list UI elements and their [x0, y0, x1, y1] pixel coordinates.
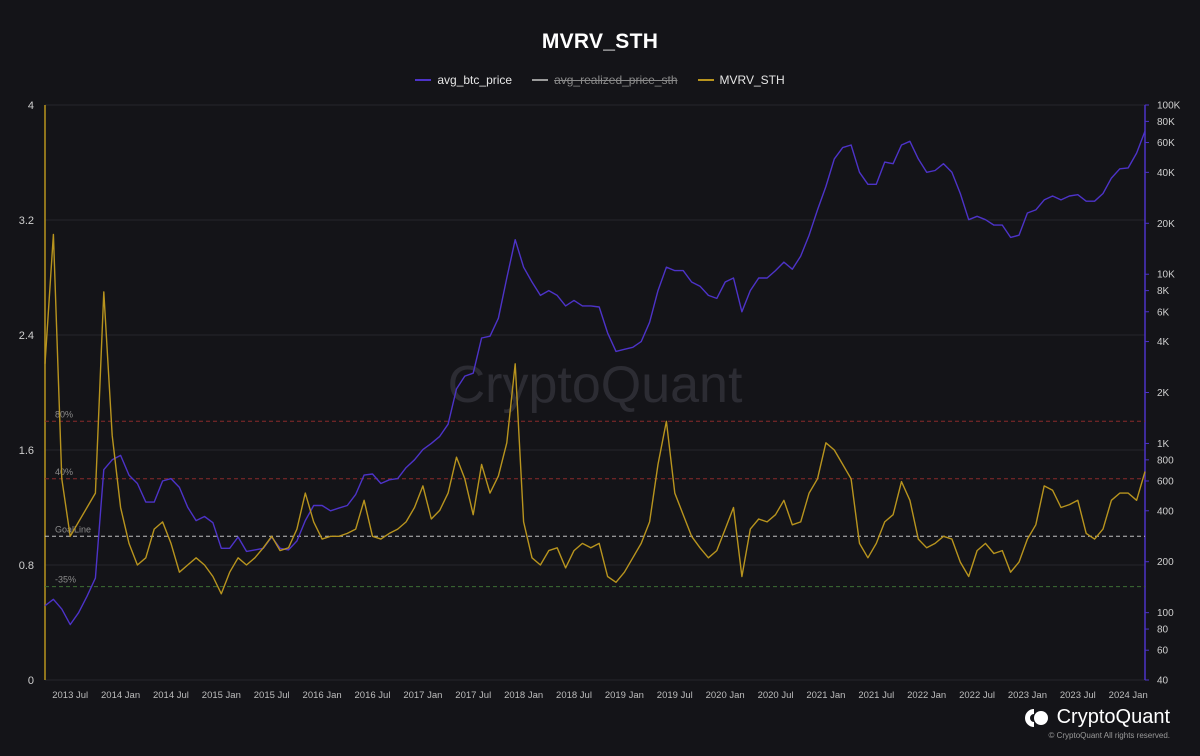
y-right-tick-label: 8K: [1157, 286, 1170, 297]
y-left-tick-label: 0.8: [19, 560, 34, 572]
x-tick-label: 2022 Jul: [959, 690, 995, 701]
brand-logo: CryptoQuant: [1024, 706, 1170, 729]
x-tick-label: 2022 Jan: [907, 690, 946, 701]
y-right-tick-label: 200: [1157, 557, 1174, 568]
chart-title: MVRV_STH: [541, 30, 659, 53]
legend-label: avg_btc_price: [437, 73, 513, 87]
y-right-tick-label: 100K: [1157, 101, 1181, 112]
legend-label: MVRV_STH: [719, 73, 785, 87]
x-tick-label: 2016 Jul: [355, 690, 391, 701]
chart-legend: avg_btc_price avg_realized_price_sth MVR…: [0, 73, 1200, 87]
x-tick-label: 2015 Jul: [254, 690, 290, 701]
x-tick-label: 2023 Jan: [1008, 690, 1047, 701]
y-right-tick-label: 80: [1157, 625, 1169, 636]
y-right-tick-label: 20K: [1157, 219, 1175, 230]
reference-line-label: 80%: [55, 409, 73, 419]
y-left-tick-label: 1.6: [19, 445, 34, 457]
x-tick-label: 2017 Jan: [403, 690, 442, 701]
x-tick-label: 2014 Jan: [101, 690, 140, 701]
legend-item-avg-realized-price-sth[interactable]: avg_realized_price_sth: [532, 73, 678, 87]
x-tick-label: 2013 Jul: [52, 690, 88, 701]
y-right-tick-label: 600: [1157, 476, 1174, 487]
y-right-tick-label: 6K: [1157, 307, 1170, 318]
y-right-tick-label: 800: [1157, 455, 1174, 466]
x-tick-label: 2020 Jan: [706, 690, 745, 701]
y-right-tick-label: 10K: [1157, 270, 1175, 281]
y-right-tick-label: 80K: [1157, 117, 1175, 128]
y-right-tick-label: 400: [1157, 506, 1174, 517]
x-tick-label: 2018 Jan: [504, 690, 543, 701]
legend-swatch-mvrv-sth: [697, 79, 714, 81]
reference-line-label: -35%: [55, 575, 76, 585]
x-tick-label: 2014 Jul: [153, 690, 189, 701]
series-line-mvrv-sth: [44, 233, 1146, 595]
y-right-tick-label: 40: [1157, 676, 1169, 687]
y-left-tick-label: 4: [28, 100, 34, 112]
y-right-tick-label: 60: [1157, 646, 1169, 657]
legend-swatch-avg-realized-price-sth: [532, 79, 549, 81]
x-tick-label: 2024 Jan: [1109, 690, 1148, 701]
y-right-tick-label: 40K: [1157, 168, 1175, 179]
x-tick-label: 2017 Jul: [455, 690, 491, 701]
y-left-tick-label: 0: [28, 675, 34, 687]
y-right-tick-label: 60K: [1157, 138, 1175, 149]
reference-line-label: GoalLine: [55, 524, 91, 534]
x-tick-label: 2015 Jan: [202, 690, 241, 701]
legend-label: avg_realized_price_sth: [554, 73, 678, 87]
x-tick-label: 2016 Jan: [303, 690, 342, 701]
copyright-text: © CryptoQuant All rights reserved.: [1048, 731, 1171, 740]
legend-swatch-avg-btc-price: [415, 79, 432, 81]
cryptoquant-logo-icon: [1024, 708, 1050, 728]
watermark: CryptoQuant: [448, 356, 743, 414]
y-left-tick-label: 3.2: [19, 215, 34, 227]
brand-name: CryptoQuant: [1056, 706, 1170, 728]
y-left-tick-label: 2.4: [19, 330, 34, 342]
series-line-avg-btc-price: [44, 130, 1146, 626]
reference-line-label: 40%: [55, 467, 73, 477]
x-tick-label: 2018 Jul: [556, 690, 592, 701]
y-right-tick-label: 2K: [1157, 388, 1170, 399]
y-right-tick-label: 100: [1157, 608, 1174, 619]
y-right-tick-label: 4K: [1157, 337, 1170, 348]
x-tick-label: 2021 Jan: [806, 690, 845, 701]
x-tick-label: 2019 Jul: [657, 690, 693, 701]
legend-item-mvrv-sth[interactable]: MVRV_STH: [697, 73, 785, 87]
x-tick-label: 2020 Jul: [758, 690, 794, 701]
y-right-tick-label: 1K: [1157, 439, 1170, 450]
x-tick-label: 2019 Jan: [605, 690, 644, 701]
x-tick-label: 2023 Jul: [1060, 690, 1096, 701]
legend-item-avg-btc-price[interactable]: avg_btc_price: [415, 73, 512, 87]
x-tick-label: 2021 Jul: [858, 690, 894, 701]
